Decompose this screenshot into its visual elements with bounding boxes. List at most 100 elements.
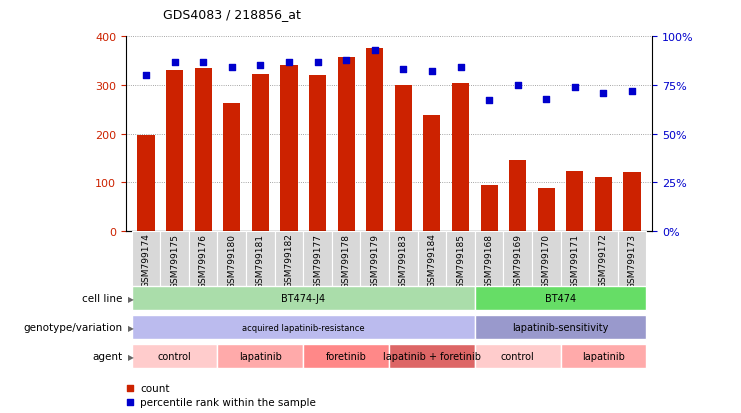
Point bbox=[369, 47, 381, 54]
Point bbox=[569, 84, 581, 91]
Bar bbox=[132, 231, 160, 289]
Point bbox=[169, 59, 181, 66]
Bar bbox=[423, 116, 440, 231]
Bar bbox=[475, 315, 646, 339]
Bar bbox=[561, 344, 646, 368]
Text: GSM799172: GSM799172 bbox=[599, 233, 608, 288]
Text: GSM799179: GSM799179 bbox=[370, 233, 379, 288]
Point bbox=[226, 65, 238, 71]
Text: GSM799180: GSM799180 bbox=[227, 233, 236, 288]
Bar bbox=[475, 344, 561, 368]
Bar bbox=[561, 231, 589, 289]
Text: lapatinib + foretinib: lapatinib + foretinib bbox=[383, 351, 481, 361]
Text: percentile rank within the sample: percentile rank within the sample bbox=[140, 398, 316, 408]
Point bbox=[340, 57, 352, 64]
Bar bbox=[332, 231, 360, 289]
Bar bbox=[418, 231, 446, 289]
Text: ▶: ▶ bbox=[128, 323, 134, 332]
Point bbox=[197, 59, 209, 66]
Text: GSM799181: GSM799181 bbox=[256, 233, 265, 288]
Text: GSM799184: GSM799184 bbox=[428, 233, 436, 288]
Bar bbox=[217, 344, 303, 368]
Bar bbox=[475, 231, 503, 289]
Bar bbox=[366, 49, 383, 231]
Bar bbox=[480, 185, 498, 231]
Point bbox=[254, 63, 266, 69]
Text: ▶: ▶ bbox=[128, 294, 134, 303]
Point bbox=[124, 385, 136, 392]
Bar bbox=[446, 231, 475, 289]
Text: lapatinib: lapatinib bbox=[239, 351, 282, 361]
Point bbox=[454, 65, 466, 71]
Text: GSM799176: GSM799176 bbox=[199, 233, 207, 288]
Text: cell line: cell line bbox=[82, 293, 122, 304]
Text: control: control bbox=[158, 351, 191, 361]
Bar bbox=[280, 66, 298, 231]
Text: agent: agent bbox=[92, 351, 122, 361]
Point bbox=[597, 90, 609, 97]
Bar bbox=[309, 76, 326, 231]
Text: acquired lapatinib-resistance: acquired lapatinib-resistance bbox=[242, 323, 365, 332]
Text: GSM799171: GSM799171 bbox=[571, 233, 579, 288]
Bar bbox=[623, 173, 641, 231]
Bar bbox=[303, 344, 389, 368]
Bar bbox=[595, 178, 612, 231]
Bar bbox=[252, 75, 269, 231]
Text: GSM799174: GSM799174 bbox=[142, 233, 150, 288]
Bar bbox=[532, 231, 561, 289]
Point bbox=[512, 83, 524, 89]
Text: GSM799175: GSM799175 bbox=[170, 233, 179, 288]
Bar bbox=[246, 231, 275, 289]
Text: count: count bbox=[140, 383, 170, 393]
Point bbox=[626, 88, 638, 95]
Text: lapatinib-sensitivity: lapatinib-sensitivity bbox=[512, 322, 609, 332]
Bar bbox=[275, 231, 303, 289]
Bar bbox=[137, 136, 155, 231]
Bar bbox=[538, 189, 555, 231]
Text: GSM799177: GSM799177 bbox=[313, 233, 322, 288]
Bar bbox=[509, 161, 526, 231]
Point bbox=[124, 399, 136, 406]
Bar bbox=[189, 231, 217, 289]
Bar bbox=[132, 315, 475, 339]
Bar bbox=[389, 231, 418, 289]
Bar bbox=[160, 231, 189, 289]
Bar bbox=[223, 104, 240, 231]
Bar bbox=[389, 344, 475, 368]
Text: ▶: ▶ bbox=[128, 352, 134, 361]
Text: lapatinib: lapatinib bbox=[582, 351, 625, 361]
Text: GSM799178: GSM799178 bbox=[342, 233, 350, 288]
Text: GDS4083 / 218856_at: GDS4083 / 218856_at bbox=[163, 8, 301, 21]
Text: GSM799182: GSM799182 bbox=[285, 233, 293, 288]
Bar bbox=[338, 58, 355, 231]
Text: GSM799173: GSM799173 bbox=[628, 233, 637, 288]
Bar bbox=[566, 171, 583, 231]
Bar bbox=[475, 286, 646, 311]
Bar bbox=[132, 344, 217, 368]
Text: GSM799169: GSM799169 bbox=[514, 233, 522, 288]
Bar bbox=[589, 231, 618, 289]
Text: control: control bbox=[501, 351, 534, 361]
Bar bbox=[452, 84, 469, 231]
Bar bbox=[618, 231, 646, 289]
Bar bbox=[303, 231, 332, 289]
Bar bbox=[503, 231, 532, 289]
Text: GSM799183: GSM799183 bbox=[399, 233, 408, 288]
Text: BT474: BT474 bbox=[545, 293, 576, 304]
Text: genotype/variation: genotype/variation bbox=[23, 322, 122, 332]
Bar bbox=[132, 286, 475, 311]
Bar bbox=[395, 86, 412, 231]
Text: GSM799185: GSM799185 bbox=[456, 233, 465, 288]
Text: GSM799168: GSM799168 bbox=[485, 233, 494, 288]
Bar bbox=[195, 69, 212, 231]
Bar bbox=[217, 231, 246, 289]
Point bbox=[483, 98, 495, 104]
Point bbox=[283, 59, 295, 66]
Point bbox=[540, 96, 552, 102]
Point bbox=[426, 69, 438, 76]
Bar bbox=[166, 71, 183, 231]
Point bbox=[397, 67, 409, 74]
Point bbox=[140, 73, 152, 79]
Point bbox=[312, 59, 324, 66]
Text: foretinib: foretinib bbox=[326, 351, 367, 361]
